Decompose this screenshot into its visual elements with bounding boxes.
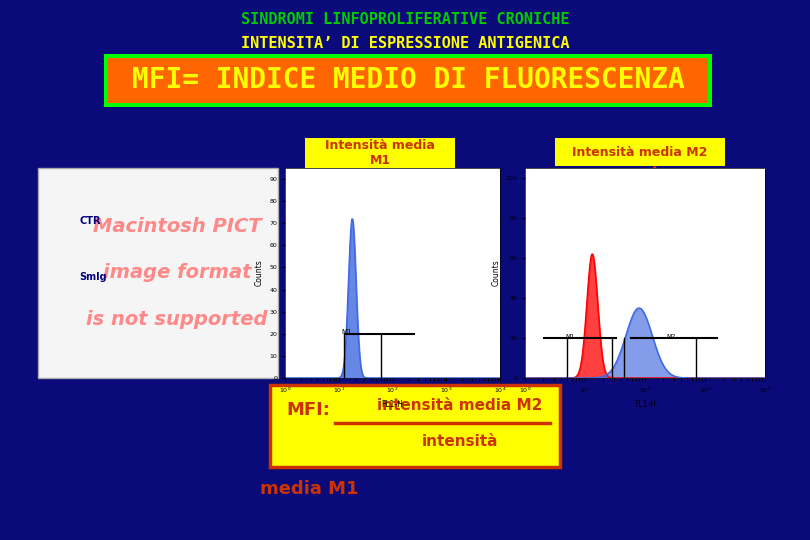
Text: INTENSITA’ DI ESPRESSIONE ANTIGENICA: INTENSITA’ DI ESPRESSIONE ANTIGENICA xyxy=(241,37,569,51)
Text: CTR: CTR xyxy=(79,215,100,226)
X-axis label: FL1-H: FL1-H xyxy=(382,401,403,409)
Text: intensità: intensità xyxy=(422,435,498,449)
Bar xyxy=(104,54,712,107)
Text: M1: M1 xyxy=(566,334,575,339)
Text: MFI:: MFI: xyxy=(286,401,330,419)
Text: SINDROMI LINFOPROLIFERATIVE CRONICHE: SINDROMI LINFOPROLIFERATIVE CRONICHE xyxy=(241,12,569,28)
Y-axis label: Counts: Counts xyxy=(491,260,501,286)
Text: Intensità media M2: Intensità media M2 xyxy=(573,145,708,159)
Text: M1: M1 xyxy=(342,329,352,335)
Bar xyxy=(555,138,725,166)
Bar xyxy=(270,385,560,467)
Bar xyxy=(305,138,455,172)
Text: MFI= INDICE MEDIO DI FLUORESCENZA: MFI= INDICE MEDIO DI FLUORESCENZA xyxy=(131,66,684,94)
Text: Macintosh PICT: Macintosh PICT xyxy=(93,217,262,237)
Y-axis label: Counts: Counts xyxy=(255,260,264,286)
Bar xyxy=(108,58,708,103)
X-axis label: FL1-H: FL1-H xyxy=(634,401,656,409)
Text: intensità media M2: intensità media M2 xyxy=(377,397,543,413)
Text: Intensità media
M1: Intensità media M1 xyxy=(325,139,435,167)
Text: image format: image format xyxy=(103,264,251,282)
Text: SmIg: SmIg xyxy=(79,272,107,282)
Text: is not supported: is not supported xyxy=(87,310,268,329)
Bar xyxy=(38,168,278,378)
Text: M2: M2 xyxy=(666,334,676,339)
Text: media M1: media M1 xyxy=(260,480,359,498)
